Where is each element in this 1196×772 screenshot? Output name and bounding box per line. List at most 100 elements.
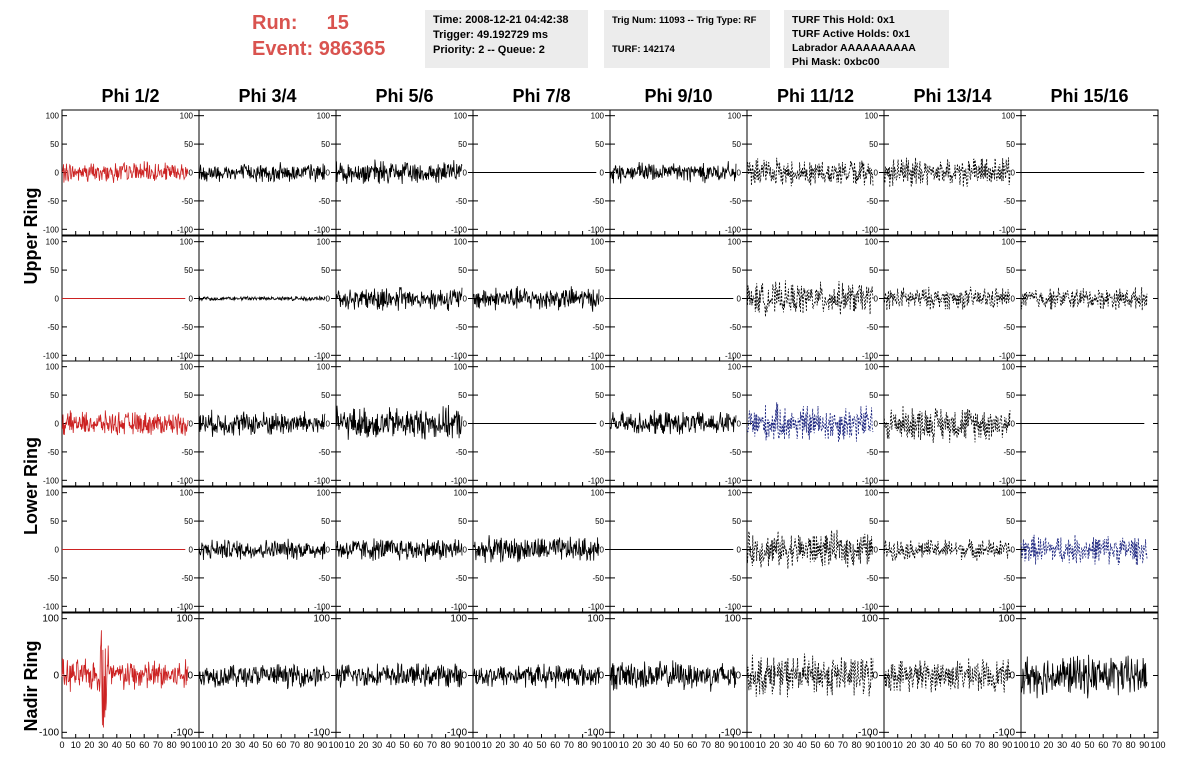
ytick-label: -50 [181,574,193,583]
panel-r5-phi-3-4: -100 0 100 [198,612,337,739]
ytick-label: 50 [458,517,467,526]
ytick-label: -100 [451,476,468,485]
panel-r2-phi-11-12: -100 -50 0 50 100 [746,235,885,362]
xtick-label: 90 [180,740,190,750]
panel-r1-phi-15-16 [1020,109,1159,236]
panel-r3-phi-13-14: -100 -50 0 50 100 [883,360,1022,487]
ytick-label: -50 [455,323,467,332]
xtick-label: 70 [564,740,574,750]
ytick-label: 0 [189,295,194,304]
xtick-label: 60 [413,740,423,750]
waveform-line [472,286,600,312]
ytick-label: 0 [326,546,331,555]
column-header-phi-15-16: Phi 15/16 [1050,86,1129,106]
xtick-label: 70 [427,740,437,750]
ytick-label: 0 [874,420,879,429]
xtick-label: 90 [317,740,327,750]
ytick-label: 0 [874,169,879,178]
xtick-label: 90 [454,740,464,750]
xtick-label: 40 [523,740,533,750]
panel-r5-phi-13-14: -100 0 100 [883,612,1022,739]
turf-this-hold-text: TURF This Hold: 0x1 [792,14,895,26]
panel-r2-phi-1-2: -100 -100 -50 -50 0 0 50 50 100 100 [43,235,200,362]
ytick-label: 0 [737,169,742,178]
xtick-label: 40 [249,740,259,750]
xtick-label: 60 [276,740,286,750]
xtick-label: 10 [619,740,629,750]
xtick-label: 30 [509,740,519,750]
xtick-label: 80 [715,740,725,750]
run-value: 15 [326,12,349,34]
ytick-label: 0 [463,420,468,429]
xtick-label: 20 [906,740,916,750]
ytick-label: -50 [455,448,467,457]
ytick-label: -50 [47,448,59,457]
priority-text: Priority: 2 -- Queue: 2 [433,44,545,56]
waveform-line [883,538,1011,562]
ytick-label: 100 [728,238,742,247]
ytick-label: 100 [46,112,60,121]
ytick-label: 50 [1006,517,1015,526]
xtick-label: 50 [262,740,272,750]
column-header-phi-3-4: Phi 3/4 [238,86,297,106]
waveform-line [883,286,1011,311]
waveform-line [335,404,463,440]
xtick-label: 90 [1002,740,1012,750]
waveform-line [335,538,463,562]
ytick-label: 50 [869,391,878,400]
ytick-label: -50 [318,197,330,206]
ytick-label: -100 [43,351,60,360]
xtick-label: 90 [728,740,738,750]
ytick-label: 50 [321,517,330,526]
ytick-label: -50 [592,197,604,206]
xtick-label: 20 [221,740,231,750]
ytick-label: 100 [724,614,741,625]
panel-r1-phi-11-12: -100 -50 0 50 100 [746,109,885,236]
trig-info-box: Trig Num: 11093 -- Trig Type: RF TURF: 1… [604,10,770,68]
panel-r3-phi-15-16 [1020,360,1159,487]
xtick-label: 20 [632,740,642,750]
panel-r1-phi-13-14: -100 -50 0 50 100 [883,109,1022,236]
column-header-phi-11-12: Phi 11/12 [776,86,855,106]
panel-r1-phi-9-10: -100 -50 0 50 100 [609,109,748,236]
waveform-line [746,157,874,187]
xtick-label: 70 [975,740,985,750]
ytick-label: 0 [1009,671,1015,682]
event-label: Event: [252,38,314,60]
ytick-label: 0 [600,546,605,555]
panel-r4-phi-9-10: -100 -50 0 50 100 [609,486,748,613]
ytick-label: 0 [1011,169,1016,178]
ytick-label: 0 [461,671,467,682]
ytick-label: 0 [463,169,468,178]
panel-r3-phi-9-10: -100 -50 0 50 100 [609,360,748,487]
ytick-label: -100 [310,727,330,738]
xtick-label: 50 [125,740,135,750]
waveform-line [609,161,737,184]
xtick-label: 40 [386,740,396,750]
xtick-label: 90 [1139,740,1149,750]
ytick-label: 0 [874,546,879,555]
ytick-label: -100 [725,351,742,360]
turf-text: TURF: 142174 [612,44,675,55]
ytick-label: 100 [728,112,742,121]
run-event-box: Run: 15 Event: 986365 [252,10,412,62]
ytick-label: -50 [181,323,193,332]
xtick-label: 50 [536,740,546,750]
xtick-label: 100 [1013,740,1028,750]
trig-num-text: Trig Num: 11093 -- Trig Type: RF [612,15,757,26]
phi-mask-text: Phi Mask: 0xbc00 [792,56,880,68]
ytick-label: 100 [454,363,468,372]
labrador-text: Labrador AAAAAAAAAA [792,42,916,54]
ytick-label: 100 [591,489,605,498]
ytick-label: 0 [1011,546,1016,555]
ytick-label: 100 [728,363,742,372]
panel-r1-phi-5-6: -100 -50 0 50 100 [335,109,474,236]
xtick-label: 10 [208,740,218,750]
xtick-label: 100 [328,740,343,750]
ytick-label: 0 [189,169,194,178]
time-info-box: Time: 2008-12-21 04:42:38 Trigger: 49.19… [425,10,588,68]
trigger-text: Trigger: 49.192729 ms [433,29,548,41]
ytick-label: 50 [595,140,604,149]
xtick-label: 10 [893,740,903,750]
ytick-label: -100 [999,476,1016,485]
